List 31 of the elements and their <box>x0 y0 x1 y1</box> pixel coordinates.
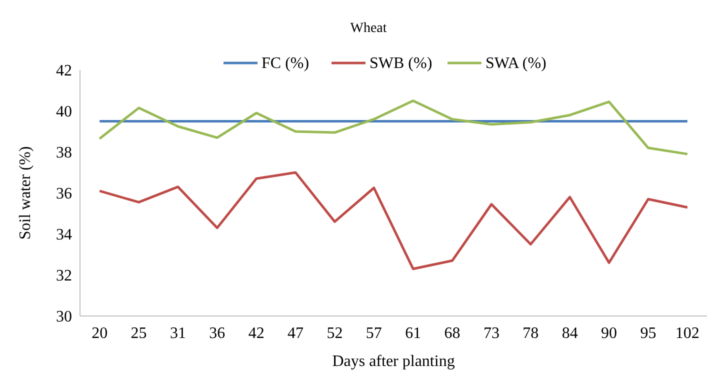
y-tick-label: 30 <box>56 308 72 326</box>
x-tick-label: 61 <box>405 325 422 342</box>
x-tick-label: 36 <box>209 325 226 342</box>
x-tick-label: 73 <box>483 325 500 342</box>
line-series <box>98 100 689 156</box>
line-series <box>98 171 689 270</box>
y-axis-title: Soil water (%) <box>17 146 34 240</box>
x-tick-label: 68 <box>444 325 460 342</box>
x-tick-label: 95 <box>640 325 656 342</box>
x-axis-title: Days after planting <box>332 353 455 370</box>
y-tick-label: 38 <box>56 144 72 162</box>
legend-label: FC (%) <box>262 55 310 72</box>
y-tick-label: 36 <box>56 186 72 203</box>
x-tick-label: 20 <box>92 325 108 342</box>
x-tick-label: 90 <box>601 325 618 342</box>
x-tick-label: 57 <box>366 325 382 342</box>
x-tick-label: 52 <box>326 325 343 342</box>
y-tick-label: 40 <box>56 104 72 121</box>
chart-title: Wheat <box>350 21 387 36</box>
y-tick-label: 32 <box>56 268 72 285</box>
y-tick-label: 42 <box>56 62 72 80</box>
x-tick-label: 31 <box>170 325 186 342</box>
legend-label: SWB (%) <box>370 55 432 72</box>
x-tick-label: 102 <box>675 325 700 342</box>
x-tick-label: 47 <box>288 325 304 342</box>
x-tick-label: 78 <box>522 325 539 342</box>
x-tick-label: 25 <box>130 325 147 342</box>
x-tick-label: 84 <box>562 325 578 342</box>
x-tick-label: 42 <box>248 325 264 342</box>
y-tick-label: 34 <box>56 226 72 244</box>
legend-label: SWA (%) <box>486 55 546 72</box>
